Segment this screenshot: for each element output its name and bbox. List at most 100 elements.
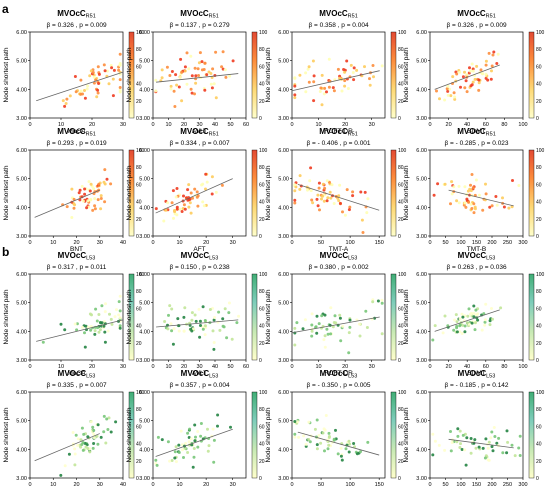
data-point xyxy=(73,75,77,78)
colorbar-tick-label: 20 xyxy=(136,459,142,465)
data-point xyxy=(437,443,441,447)
data-point xyxy=(212,347,216,351)
data-point xyxy=(100,321,104,325)
subplot-title-subscript: R51 xyxy=(348,132,358,138)
data-point xyxy=(306,67,310,71)
data-point xyxy=(310,312,314,316)
data-point xyxy=(81,199,85,203)
data-point xyxy=(198,319,202,323)
data-point xyxy=(363,190,367,194)
data-point xyxy=(449,430,452,433)
colorbar-tick-label: 20 xyxy=(259,459,265,465)
regression-line xyxy=(155,178,233,214)
data-point xyxy=(168,304,172,308)
data-point xyxy=(295,321,299,325)
data-point xyxy=(484,63,488,67)
data-point xyxy=(325,90,328,94)
data-point xyxy=(365,326,369,329)
data-point xyxy=(204,172,208,176)
plot-frame xyxy=(152,273,247,361)
data-point xyxy=(323,449,326,453)
data-point xyxy=(107,82,111,86)
data-point xyxy=(311,201,315,205)
data-point xyxy=(471,80,475,84)
data-point xyxy=(459,442,462,446)
data-point xyxy=(160,68,164,72)
data-point xyxy=(171,189,175,193)
panel-label-b: b xyxy=(2,245,9,259)
data-point xyxy=(474,446,478,450)
data-point xyxy=(86,447,90,450)
colorbar-tick-label: 60 xyxy=(398,64,404,70)
data-point xyxy=(156,435,160,439)
colorbar-tick-label: 20 xyxy=(136,99,142,105)
data-point xyxy=(293,183,297,187)
data-point xyxy=(484,437,488,441)
data-point xyxy=(68,94,72,98)
data-point xyxy=(310,334,314,338)
data-point xyxy=(466,314,470,318)
colorbar-tick-label: 40 xyxy=(398,324,404,330)
colorbar-tick-label: 40 xyxy=(536,324,542,330)
data-point xyxy=(83,345,87,349)
data-point xyxy=(469,69,472,73)
data-point xyxy=(488,323,492,327)
colorbar-tick-label: 60 xyxy=(259,306,265,312)
data-point xyxy=(359,190,363,194)
data-point xyxy=(227,301,231,305)
data-point xyxy=(74,433,78,437)
data-point xyxy=(312,80,316,84)
data-point xyxy=(196,445,200,449)
colorbar-tick-label: 0 xyxy=(398,476,401,482)
data-point xyxy=(175,187,179,190)
x-tick-label: 80 xyxy=(501,364,507,370)
data-point xyxy=(169,87,173,91)
colorbar-tick-label: 80 xyxy=(536,289,542,295)
data-point xyxy=(83,96,87,100)
data-point xyxy=(298,187,302,191)
colorbar-tick-label: 100 xyxy=(536,148,545,154)
data-point xyxy=(188,197,192,201)
data-point xyxy=(323,345,327,349)
y-tick-label: 4.00 xyxy=(278,329,289,335)
data-point xyxy=(336,452,340,456)
subplot-title: MVOcCR51 xyxy=(180,9,219,20)
data-point xyxy=(59,322,63,326)
stats-annotation: β = 0.137 , p = 0.279 xyxy=(169,22,230,29)
data-point xyxy=(449,202,452,206)
data-point xyxy=(468,66,471,70)
data-point xyxy=(176,317,180,321)
colorbar-tick-label: 40 xyxy=(259,82,265,88)
data-point xyxy=(330,183,334,187)
data-point xyxy=(457,184,461,188)
data-point xyxy=(357,322,361,326)
colorbar xyxy=(251,31,258,119)
colorbar-tick-label: 100 xyxy=(136,390,145,396)
y-tick-label: 6.00 xyxy=(16,30,27,36)
colorbar-tick-label: 80 xyxy=(536,47,542,53)
colorbar-tick-label: 0 xyxy=(398,116,401,122)
data-point xyxy=(312,99,316,103)
data-point xyxy=(220,183,224,187)
data-point xyxy=(458,70,462,74)
data-point xyxy=(105,177,109,181)
data-point xyxy=(472,315,476,319)
data-point xyxy=(203,324,207,328)
y-tick-label: 6.00 xyxy=(16,390,27,396)
data-point xyxy=(177,443,181,447)
data-point xyxy=(443,314,447,318)
x-axis-label: SDMT xyxy=(467,128,485,135)
data-point xyxy=(185,82,189,86)
y-tick-label: 3.00 xyxy=(416,476,427,482)
data-point xyxy=(110,66,114,70)
data-point xyxy=(480,328,484,332)
y-tick-label: 6.00 xyxy=(416,390,427,396)
data-point xyxy=(184,442,188,445)
y-tick-label: 3.00 xyxy=(16,116,27,122)
data-point xyxy=(355,452,359,456)
y-axis-label: Node shortest path xyxy=(403,407,410,462)
data-point xyxy=(201,305,205,309)
data-point xyxy=(469,437,473,440)
x-tick-label: 50 xyxy=(227,364,233,370)
